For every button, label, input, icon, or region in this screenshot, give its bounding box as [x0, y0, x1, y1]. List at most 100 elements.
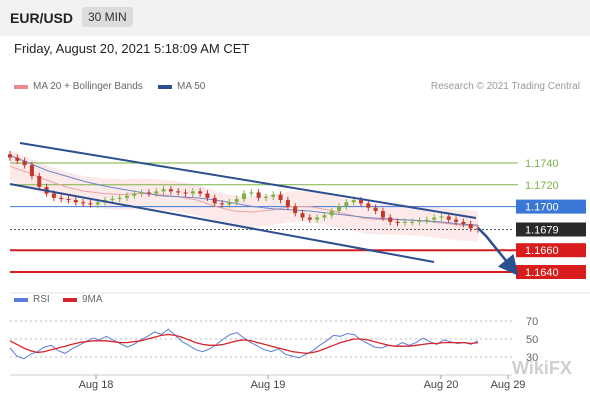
- candle-body: [190, 191, 195, 194]
- candle-body: [66, 198, 71, 201]
- rsi-line: [9, 328, 479, 360]
- legend-ma50: MA 50: [158, 81, 205, 92]
- candle-body: [59, 197, 64, 199]
- candle-body: [110, 198, 115, 201]
- candle-body: [380, 210, 385, 218]
- x-tick-label: Aug 29: [491, 379, 526, 391]
- rsi-tick-70: 70: [526, 316, 538, 328]
- level-label-bg: [516, 265, 586, 279]
- legend-ma50-label: MA 50: [177, 81, 206, 92]
- candle-body: [88, 203, 93, 205]
- legend-ma50-swatch: [158, 84, 172, 89]
- candle-body: [198, 191, 203, 194]
- level-label-1-1720: 1.1720: [525, 180, 559, 192]
- candle-body: [322, 215, 327, 218]
- rsi-tick-50: 50: [526, 334, 538, 346]
- legend-bb-swatch: [14, 84, 28, 89]
- candle-body: [51, 193, 56, 198]
- candle-body: [446, 216, 451, 220]
- level-label-bg: [516, 199, 586, 214]
- candle-body: [234, 198, 239, 203]
- candle-body: [388, 217, 393, 222]
- candle-body: [351, 200, 356, 203]
- candle-body: [81, 202, 86, 204]
- candle-body: [373, 207, 378, 211]
- candle-body: [307, 217, 312, 220]
- level-label-bg: [516, 243, 586, 258]
- watermark-text: WikiFX: [512, 358, 572, 378]
- candle-body: [139, 192, 144, 194]
- candle-body: [337, 206, 342, 211]
- candle-body: [410, 221, 415, 223]
- candle-body: [395, 221, 400, 223]
- trendline-lower: [9, 183, 435, 263]
- candle-body: [37, 176, 42, 187]
- candle-body: [161, 189, 166, 192]
- candle-body: [329, 210, 334, 216]
- candle-body: [293, 206, 298, 214]
- legend-rsi: RSI: [14, 294, 50, 305]
- candle-body: [315, 217, 320, 220]
- candle-body: [29, 165, 34, 177]
- timeframe-button[interactable]: 30 MIN: [82, 7, 133, 27]
- candle-body: [125, 195, 129, 198]
- candle-body: [183, 192, 188, 194]
- legend-rsi-ma-label: 9MA: [82, 294, 103, 305]
- legend-rsi-swatch: [14, 297, 28, 302]
- rsi-tick-30: 30: [526, 352, 538, 364]
- x-tick-label: Aug 20: [424, 379, 459, 391]
- candle-body: [300, 213, 305, 218]
- candle-body: [168, 189, 173, 192]
- x-tick-label: Aug 19: [251, 379, 286, 391]
- x-tick-label: Aug 18: [79, 379, 114, 391]
- candle-body: [432, 217, 437, 220]
- candle-body: [439, 216, 444, 218]
- candle-body: [402, 221, 407, 223]
- copyright-text: Research © 2021 Trading Central: [430, 81, 580, 92]
- candle-body: [285, 200, 290, 207]
- level-label-1-1700: 1.1700: [525, 202, 559, 214]
- candle-body: [344, 202, 349, 207]
- level-label-1-1660: 1.1660: [525, 245, 559, 257]
- candle-body: [366, 203, 371, 208]
- report-datetime: Friday, August 20, 2021 5:18:09 AM CET: [14, 41, 250, 56]
- candle-body: [95, 202, 100, 205]
- legend-rsi-label: RSI: [33, 294, 50, 305]
- legend-bollinger: MA 20 + Bollinger Bands: [14, 81, 143, 92]
- candle-body: [154, 191, 159, 194]
- candle-body: [117, 197, 122, 199]
- legend-rsi-ma-swatch: [63, 297, 77, 302]
- candle-body: [242, 193, 246, 199]
- level-label-1-1740: 1.1740: [525, 158, 559, 170]
- candle-body: [15, 157, 20, 161]
- candle-body: [461, 221, 466, 225]
- rsi-ma-line: [9, 333, 479, 355]
- candle-body: [8, 154, 12, 158]
- ma50-line: [9, 154, 479, 226]
- candle-body: [417, 220, 422, 222]
- legend-bb-label: MA 20 + Bollinger Bands: [33, 81, 143, 92]
- instrument-symbol: EUR/USD: [10, 10, 74, 26]
- candle-body: [212, 197, 217, 204]
- candle-body: [73, 200, 78, 203]
- level-label-bg: [516, 222, 586, 237]
- candle-body: [249, 192, 254, 194]
- candle-body: [176, 191, 181, 193]
- candle-body: [205, 193, 210, 198]
- candle-body: [132, 193, 137, 196]
- trendline-upper: [19, 142, 477, 219]
- candle-body: [359, 200, 363, 204]
- candle-body: [220, 203, 225, 205]
- candle-body: [256, 192, 261, 198]
- level-label-1-1640: 1.1640: [525, 267, 559, 279]
- candle-body: [146, 192, 151, 194]
- candle-body: [424, 219, 429, 221]
- candle-body: [278, 194, 283, 201]
- header-bar: EUR/USD 30 MIN: [0, 0, 590, 36]
- legend-rsi-ma: 9MA: [63, 294, 103, 305]
- forecast-arrow: [477, 227, 519, 276]
- candle-body: [263, 196, 268, 198]
- candle-body: [22, 160, 27, 166]
- level-label-1-1679: 1.1679: [525, 224, 559, 236]
